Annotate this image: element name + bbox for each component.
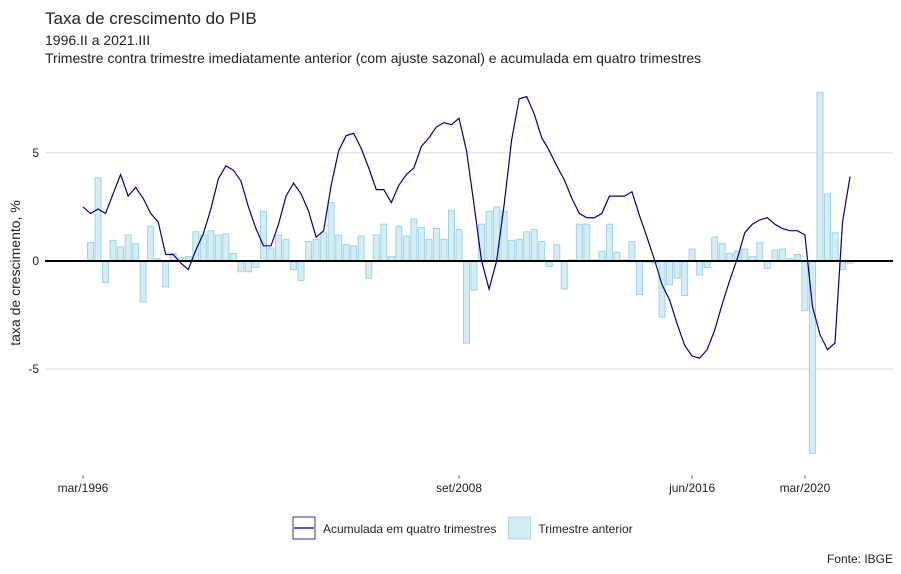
bar [342,244,350,262]
bar [666,260,674,286]
bar [530,229,538,262]
bar [229,252,237,262]
bar [763,260,771,270]
bar [515,238,523,262]
bar [305,241,313,262]
bar [628,241,636,262]
bar [553,244,561,262]
bar [275,234,283,262]
bar [718,243,726,262]
bar [463,260,471,344]
bar [365,260,373,279]
bar [417,226,425,262]
bar [214,234,222,262]
y-axis-label: taxa de crescimento, % [7,200,23,346]
bar [117,246,125,262]
bar [109,239,117,262]
bar [425,238,433,262]
bar [801,260,809,312]
legend-label: Trimestre anterior [538,522,632,536]
bar [831,232,839,262]
y-tick-label: 5 [32,146,39,160]
legend-swatch [508,516,531,540]
chart-title: Taxa de crescimento do PIB [45,9,257,28]
bar [508,239,516,262]
bar [237,260,245,273]
subtitle: 1996.II a 2021.III [45,32,150,48]
bar [395,225,403,262]
bar [410,218,418,262]
legend-label: Acumulada em quatro trimestres [323,522,496,536]
bar [598,250,606,262]
bar [132,243,140,262]
bar [350,245,358,262]
bar [147,225,155,262]
bar [87,242,95,262]
bar [380,223,388,262]
bar [523,231,531,262]
bar [470,260,478,291]
x-tick-label: mar/2020 [780,481,831,495]
bar [102,260,110,284]
bar [282,238,290,262]
bar [207,230,215,262]
bar [681,260,689,297]
bar [440,238,448,262]
bar [688,248,696,262]
bar [613,251,621,262]
x-tick-label: mar/1996 [58,481,109,495]
bar [327,202,335,262]
bar [357,235,365,262]
bar [696,260,704,276]
bar [756,242,764,262]
bar [139,260,147,303]
bar [673,260,681,279]
bar [711,236,719,262]
source: Fonte: IBGE [827,552,893,566]
bar [320,232,328,262]
bar [771,249,779,262]
line [82,95,851,359]
bar [432,228,440,262]
bar [726,252,734,262]
bar [297,260,305,281]
bar [493,206,501,262]
bar [222,233,230,262]
x-tick-label: set/2008 [436,481,482,495]
bar [485,210,493,262]
bar [259,210,267,262]
bar [575,223,583,262]
bar [372,234,380,262]
bar [816,91,824,262]
bar [402,235,410,262]
bar [823,193,831,262]
y-tick-label: -5 [28,362,39,376]
bar [741,248,749,262]
bar [583,223,591,262]
bar [124,234,132,262]
x-tick-label: jun/2016 [668,481,715,495]
bar [605,223,613,262]
bar [635,260,643,295]
bar [538,241,546,262]
subtitle: Trimestre contra trimestre imediatamente… [45,50,701,66]
y-tick-label: 0 [32,254,39,268]
bar [267,247,275,262]
bar [455,229,463,262]
bar [560,260,568,290]
bar [290,260,298,271]
bar [162,260,170,288]
bar [335,234,343,262]
bar [94,177,102,262]
bar [778,248,786,262]
bar [244,260,252,273]
bar [312,238,320,262]
bar [447,209,455,262]
